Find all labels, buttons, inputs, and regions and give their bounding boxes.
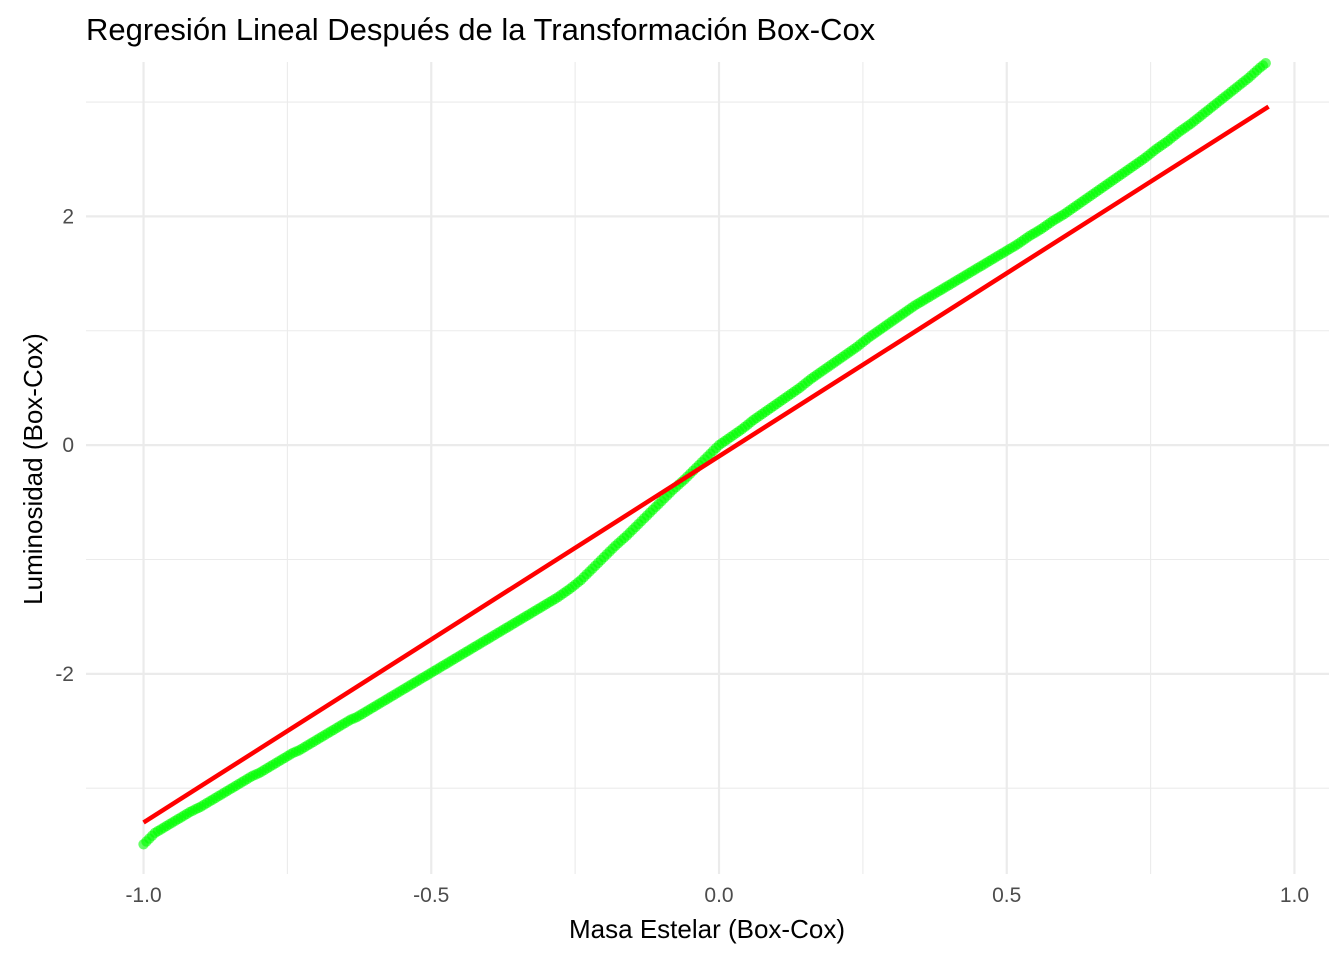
x-tick-label: -0.5: [413, 884, 449, 907]
y-tick-label: -2: [55, 663, 74, 686]
x-tick-label: 0.0: [704, 884, 733, 907]
chart-title: Regresión Lineal Después de la Transform…: [86, 12, 876, 47]
y-tick-label: 0: [62, 434, 74, 457]
x-axis-title: Masa Estelar (Box-Cox): [569, 914, 845, 944]
data-point: [1257, 60, 1269, 71]
tick-labels: -1.0 -0.5 0.0 0.5 1.0 -2 0 2: [55, 205, 1309, 907]
grid: [86, 62, 1329, 874]
regression-line: [142, 104, 1270, 825]
y-axis-title: Luminosidad (Box-Cox): [18, 333, 48, 605]
x-tick-label: -1.0: [125, 884, 161, 907]
regression-line-group: [142, 104, 1270, 825]
scatter-points: [138, 57, 1271, 850]
y-tick-label: 2: [62, 205, 74, 228]
x-tick-label: 0.5: [992, 884, 1021, 907]
x-tick-label: 1.0: [1280, 884, 1309, 907]
